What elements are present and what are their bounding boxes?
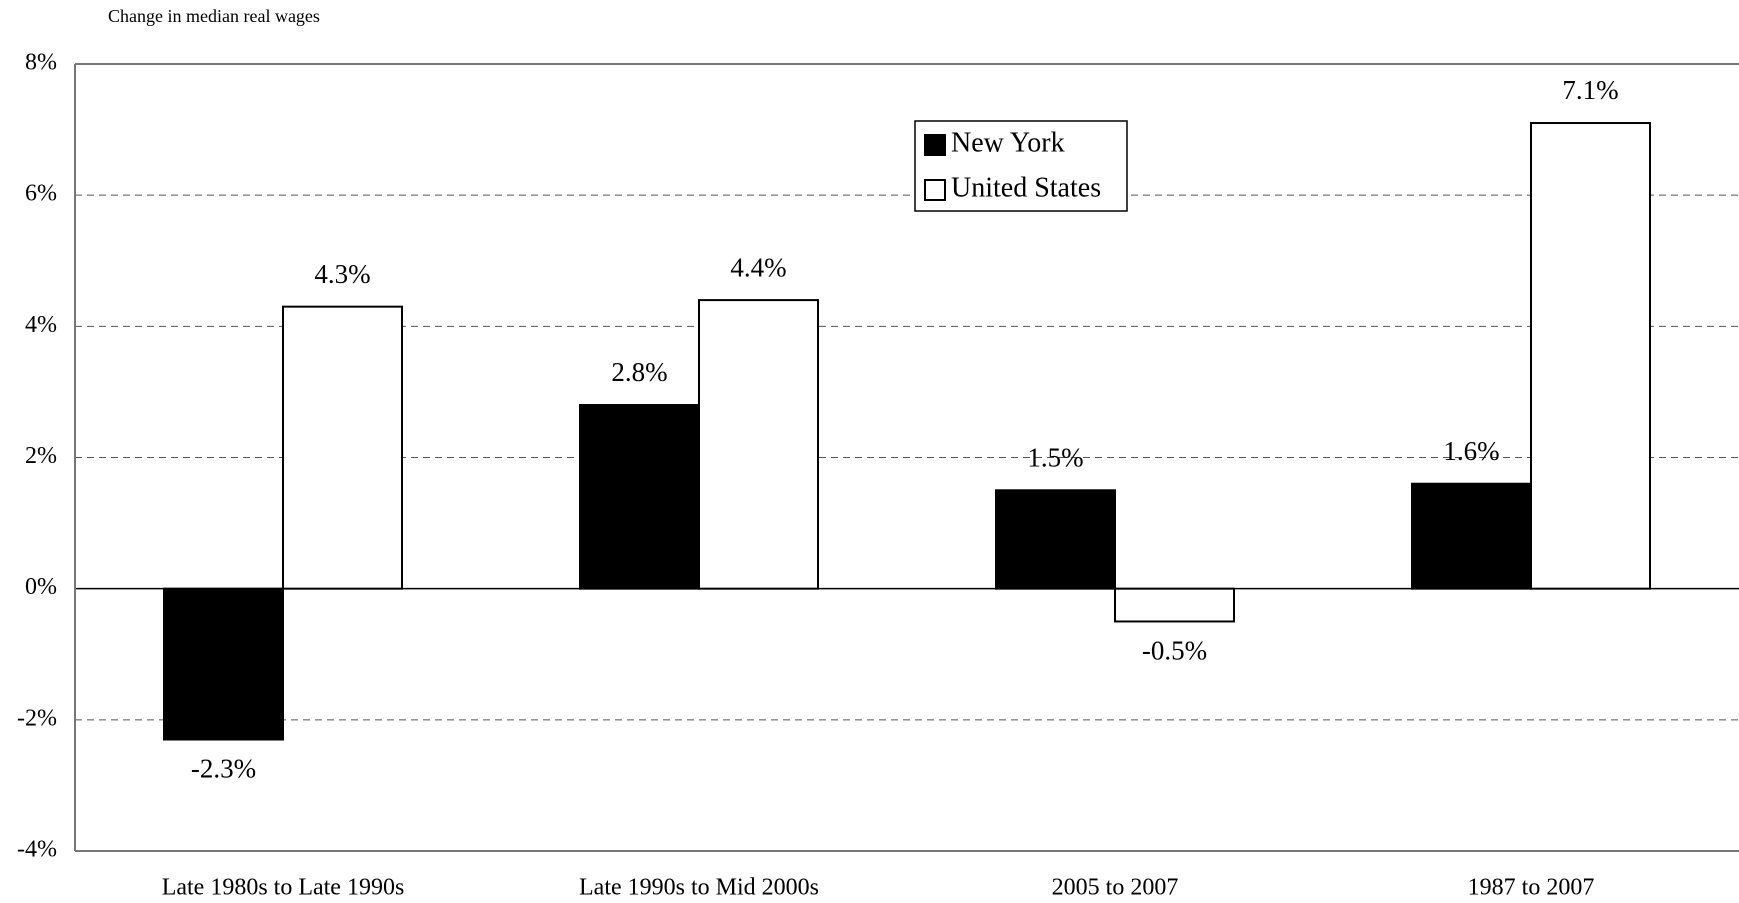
legend-swatch [924, 134, 946, 156]
x-tick-label: 1987 to 2007 [1468, 875, 1595, 901]
bar [579, 404, 700, 590]
x-tick-label: Late 1990s to Mid 2000s [579, 875, 819, 901]
x-tick-label: Late 1980s to Late 1990s [162, 875, 405, 901]
bar [1411, 482, 1532, 590]
y-tick-label: 4% [25, 312, 57, 338]
y-tick-label: -4% [17, 837, 57, 863]
y-tick-label: -2% [17, 705, 57, 731]
bar [1530, 122, 1651, 590]
bar [163, 587, 284, 741]
value-label: -0.5% [1142, 636, 1207, 666]
y-tick-label: 6% [25, 181, 57, 207]
value-label: 4.3% [314, 259, 370, 289]
value-label: 1.6% [1443, 436, 1499, 466]
value-label: -2.3% [191, 754, 256, 784]
bar [995, 489, 1116, 590]
y-tick-label: 2% [25, 443, 57, 469]
legend-swatch [924, 179, 946, 201]
legend-label: United States [951, 172, 1101, 203]
value-label: 2.8% [611, 357, 667, 387]
value-label: 4.4% [730, 252, 786, 282]
value-label: 1.5% [1027, 442, 1083, 472]
bar [698, 299, 819, 590]
y-tick-label: 0% [25, 574, 57, 600]
x-tick-label: 2005 to 2007 [1052, 875, 1179, 901]
bar [282, 305, 403, 590]
legend-label: New York [951, 127, 1065, 158]
bar [1114, 587, 1235, 623]
chart-title: Change in median real wages [108, 6, 320, 26]
y-tick-label: 8% [25, 50, 57, 76]
legend-box [914, 120, 1128, 212]
value-label: 7.1% [1562, 75, 1618, 105]
